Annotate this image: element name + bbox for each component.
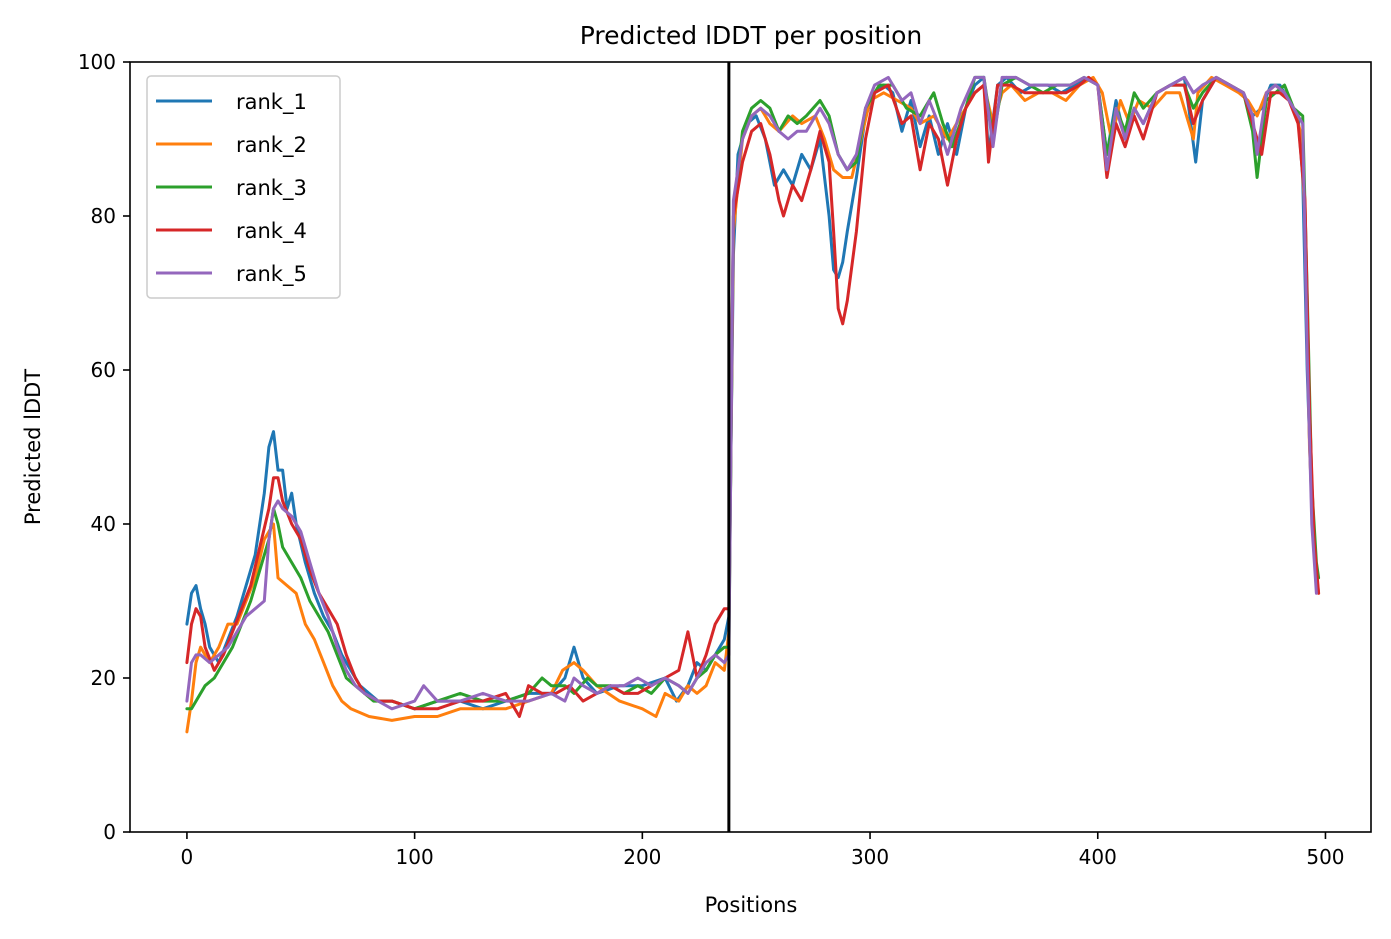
chart-title: Predicted lDDT per position: [580, 21, 922, 50]
series-line-rank-5: [185, 75, 1318, 711]
x-tick-label: 200: [623, 845, 661, 869]
y-tick-label: 80: [91, 204, 116, 228]
legend-label: rank_1: [236, 90, 307, 115]
legend-box: [146, 75, 341, 299]
legend-label: rank_2: [236, 133, 307, 158]
series-layer: [185, 75, 1321, 734]
legend-label: rank_3: [236, 176, 307, 201]
y-tick-label: 0: [103, 820, 116, 844]
series-line-rank-4: [185, 75, 1321, 718]
y-axis: 0 20 40 60 80 100: [78, 50, 130, 844]
legend: rank_1 rank_2 rank_3 rank_4 rank_5: [146, 75, 341, 299]
x-tick-label: 500: [1306, 845, 1344, 869]
x-axis: 0 100 200 300 400 500: [181, 832, 1345, 869]
x-tick-label: 100: [396, 845, 434, 869]
y-tick-label: 60: [91, 358, 116, 382]
plot-frame: [129, 61, 1372, 833]
y-tick-label: 40: [91, 512, 116, 536]
x-tick-label: 0: [181, 845, 194, 869]
legend-label: rank_4: [236, 219, 307, 244]
x-axis-label: Positions: [705, 893, 798, 917]
x-tick-label: 300: [851, 845, 889, 869]
x-tick-label: 400: [1079, 845, 1117, 869]
legend-label: rank_5: [236, 262, 307, 287]
series-line-rank-2: [185, 75, 1321, 734]
y-tick-label: 20: [91, 666, 116, 690]
y-axis-label: Predicted lDDT: [21, 369, 45, 525]
y-tick-label: 100: [78, 50, 116, 74]
